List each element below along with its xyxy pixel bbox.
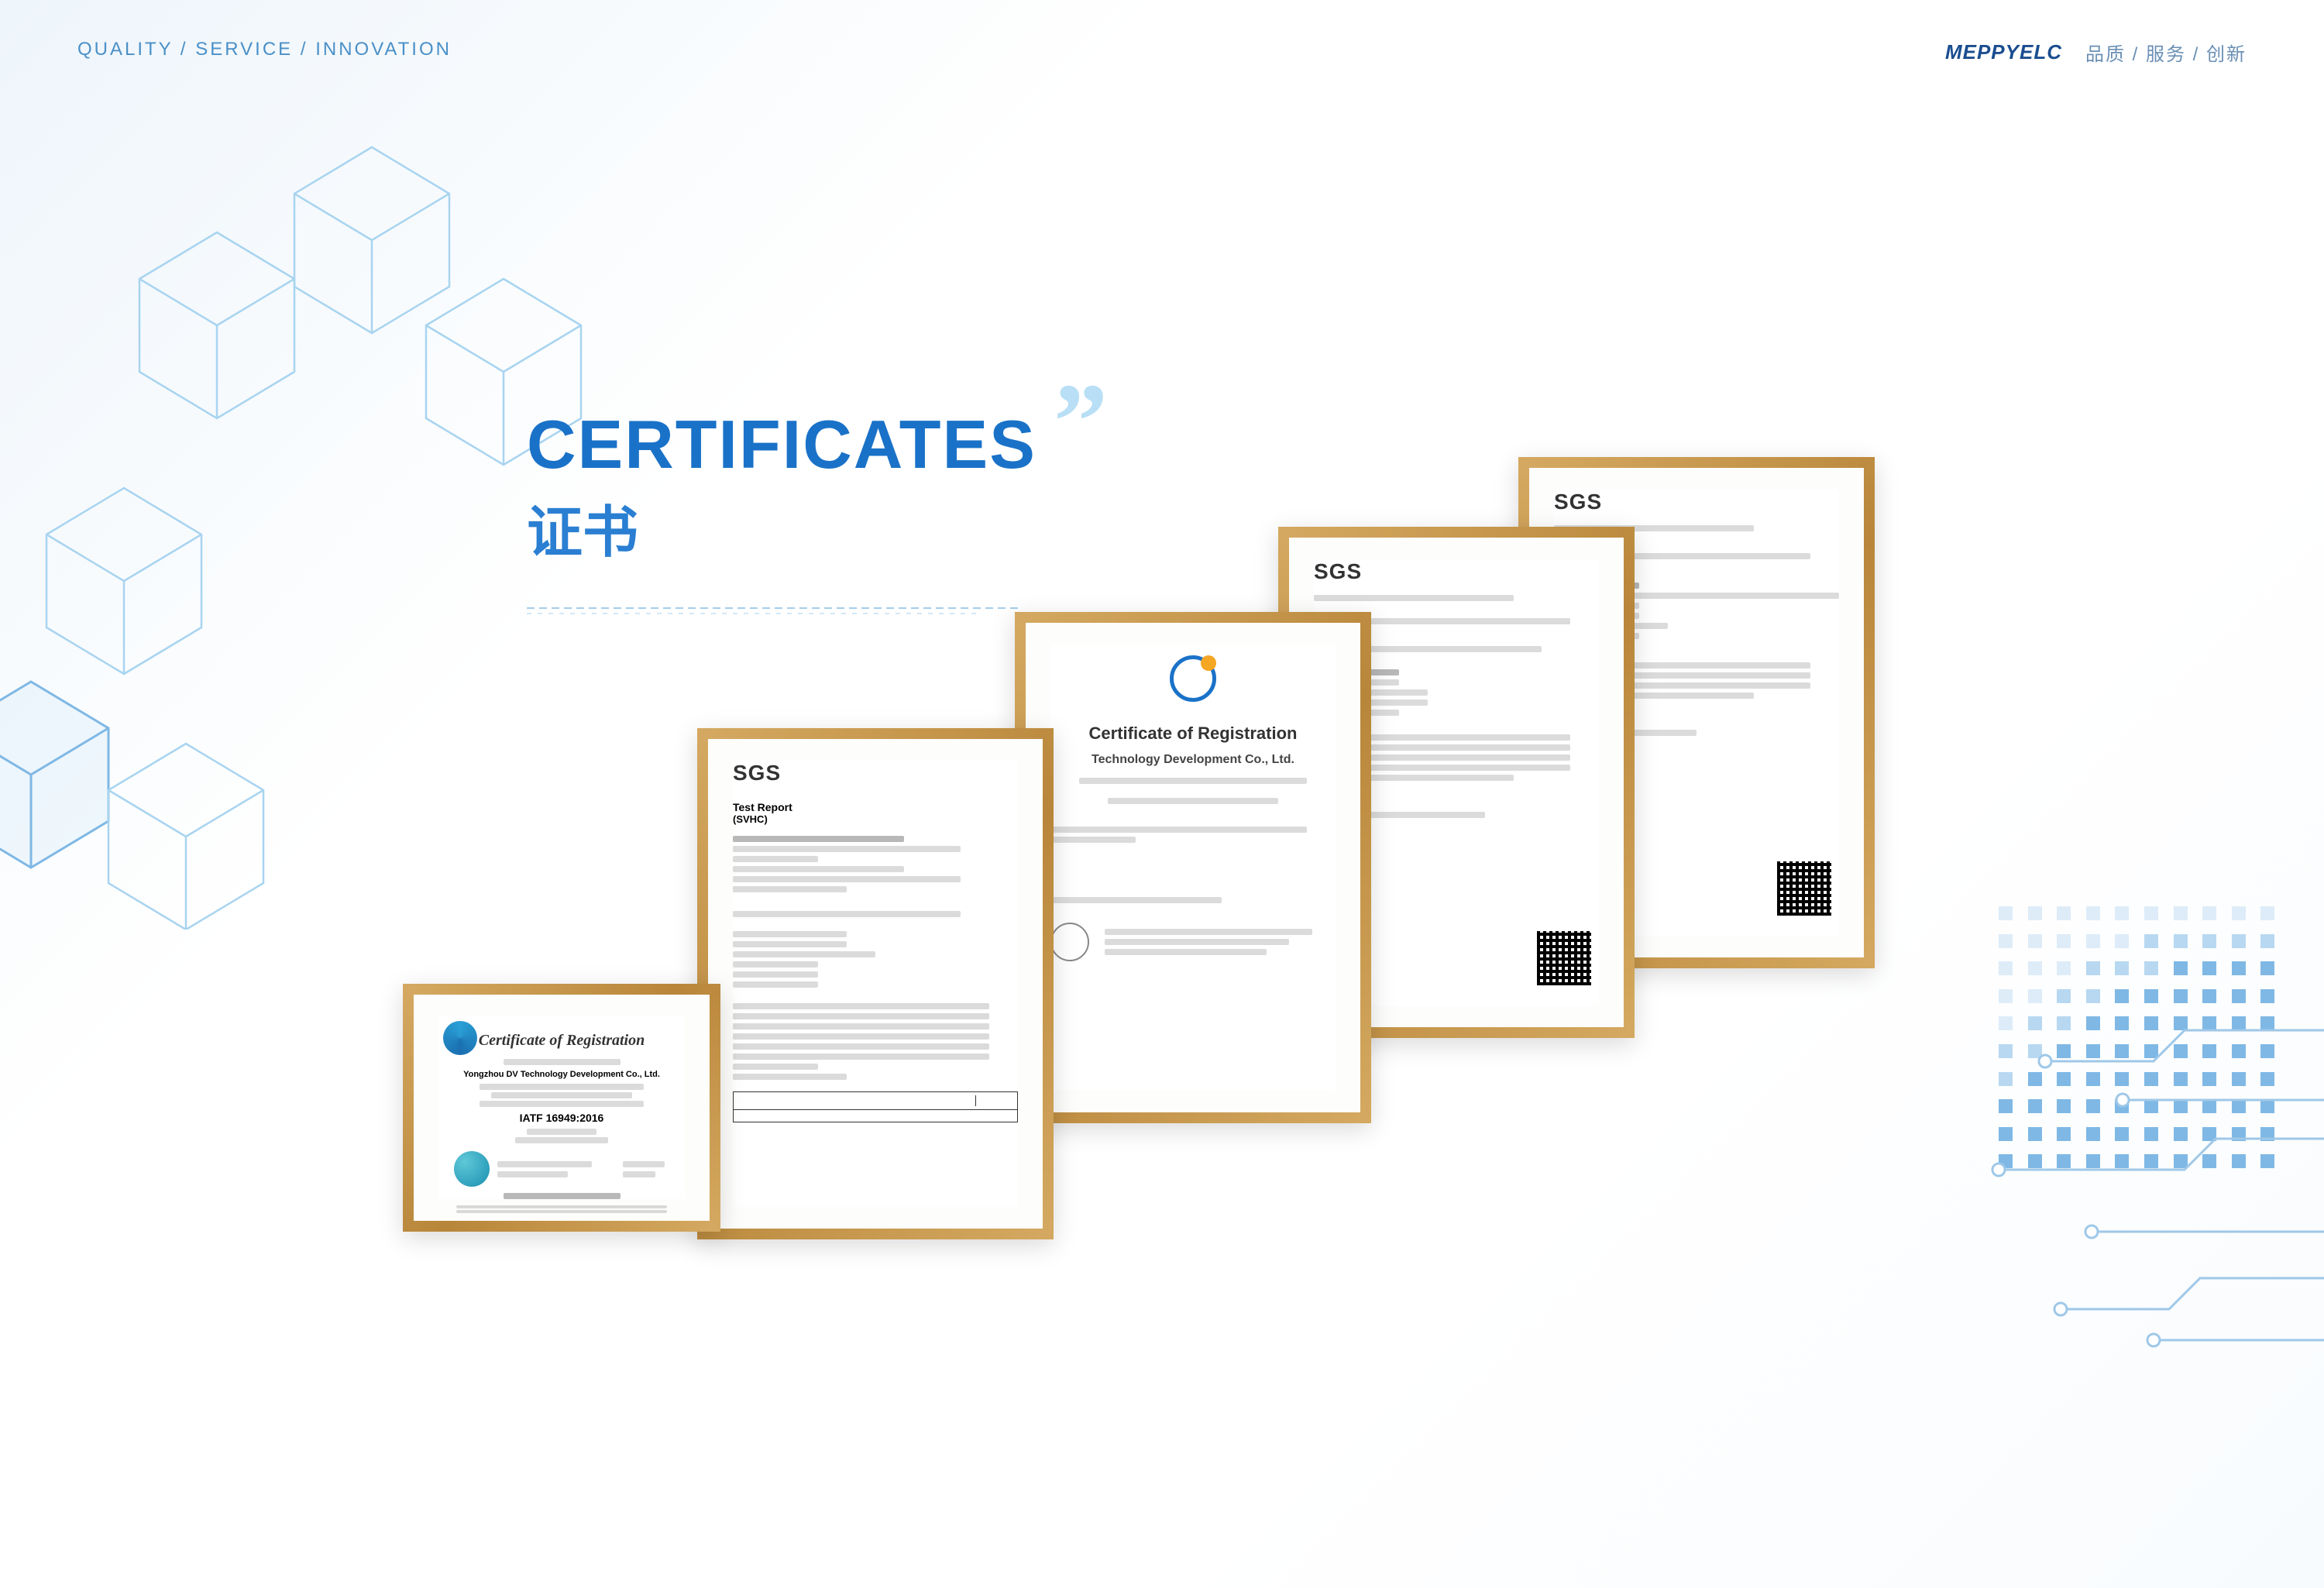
certificate-card: Certificate of Registration Yongzhou DV … (403, 984, 720, 1232)
certification-badge-icon (1170, 655, 1216, 702)
certificate-card: SGS Test Report (SVHC) (697, 728, 1054, 1239)
qr-code-icon (1777, 861, 1831, 916)
presentation-slide: QUALITY / SERVICE / INNOVATION MEPPYELC … (0, 0, 2324, 1588)
cert-body-text (1050, 778, 1336, 961)
cert-subtitle: (SVHC) (733, 813, 1018, 825)
cert-issuer-logo: SGS (733, 761, 1018, 785)
circuit-decoration (1859, 984, 2324, 1371)
header-brand: MEPPYELC 品质 / 服务 / 创新 (1945, 39, 2247, 66)
globe-icon (454, 1151, 490, 1187)
brand-logo: MEPPYELC (1945, 40, 2062, 64)
cert-issuer-logo: SGS (1314, 559, 1599, 584)
quote-mark-icon: ” (1054, 395, 1108, 449)
qr-code-icon (1537, 931, 1591, 985)
certificate-card: Certificate of Registration Technology D… (1015, 612, 1371, 1123)
cert-body-text (733, 836, 1018, 1122)
cert-issuer-logo: SGS (1554, 490, 1839, 514)
cert-title: Certificate of Registration (1050, 724, 1336, 744)
cert-standard: IATF 16949:2016 (445, 1112, 679, 1124)
certificates-group: SGS (403, 457, 1952, 1309)
header-tagline: QUALITY / SERVICE / INNOVATION (77, 39, 452, 60)
cert-company: Yongzhou DV Technology Development Co., … (445, 1070, 679, 1079)
iatf-badge-icon (443, 1021, 477, 1055)
cert-title: Certificate of Registration (445, 1032, 679, 1050)
cert-title: Test Report (733, 801, 1018, 813)
brand-tagline-cn: 品质 / 服务 / 创新 (2085, 39, 2247, 66)
cert-subtitle: Technology Development Co., Ltd. (1050, 753, 1336, 767)
